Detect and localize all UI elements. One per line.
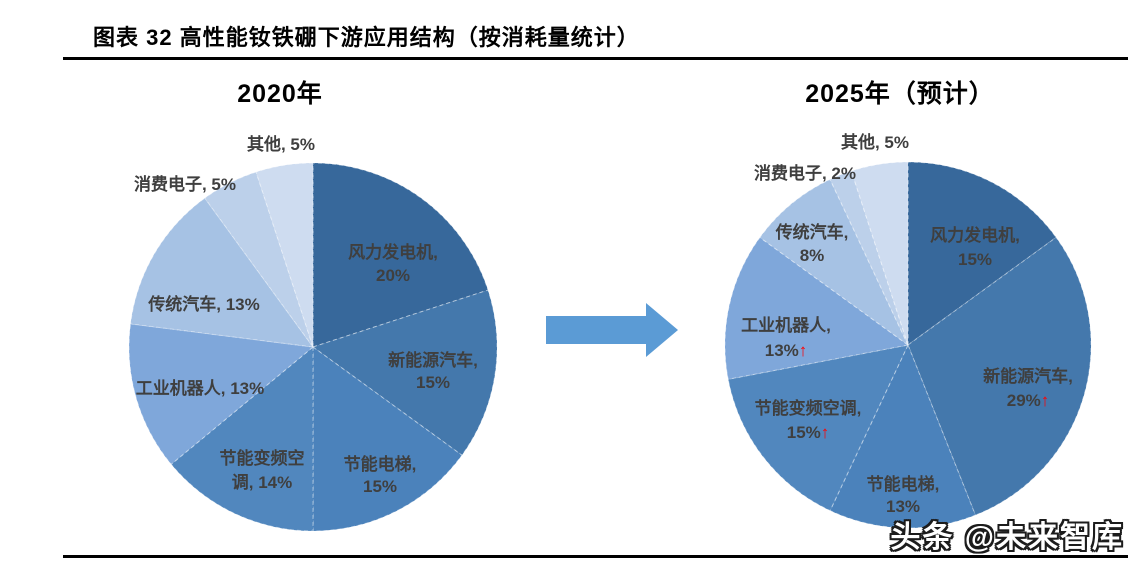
pie-label-新能源汽车-2020: 新能源汽车, 15% — [388, 350, 478, 392]
watermark-text: 头条 @未来智库 — [890, 521, 1124, 554]
figure-title: 图表 32 高性能钕铁硼下游应用结构（按消耗量统计） — [93, 25, 640, 50]
pie-slice-传统汽车-2025 — [759, 178, 909, 346]
pie-label-传统汽车-2025: 传统汽车, 8% — [775, 222, 849, 265]
pie-label-其他-2025: 其他, 5% — [841, 132, 909, 152]
pie-slice-消费电子-2020 — [204, 171, 314, 348]
pie-label-节能电梯-2020: 节能电梯, 15% — [344, 454, 417, 496]
pie-label-工业机器人-2025: 工业机器人, 13%↑ — [741, 315, 831, 360]
increase-arrow-icon: ↑ — [1041, 391, 1050, 410]
pie-label-传统汽车-2020: 传统汽车, 13% — [147, 294, 259, 314]
pie-slice-节能电梯-2025 — [829, 343, 977, 529]
pie-slice-工业机器人-2025 — [724, 236, 910, 380]
increase-arrow-icon: ↑ — [799, 341, 808, 360]
pie-label-节能电梯-2025: 节能电梯, 13% — [867, 474, 940, 516]
transition-right-arrow-icon — [546, 303, 678, 357]
pie-slice-其他-2025 — [850, 161, 909, 346]
pie-label-风力发电机-2025: 风力发电机, 15% — [930, 225, 1020, 269]
pie-label-风力发电机-2020: 风力发电机, 20% — [348, 242, 438, 285]
pie-slice-节能变频空调-2020 — [170, 345, 314, 532]
pie-label-节能变频空调-2025: 节能变频空调, 15%↑ — [755, 398, 862, 442]
pie-slice-节能变频空调-2025 — [727, 344, 909, 512]
pie-slice-新能源汽车-2025 — [907, 236, 1092, 516]
pie-label-消费电子-2020: 消费电子, 5% — [134, 174, 236, 194]
increase-arrow-icon: ↑ — [821, 423, 830, 442]
pie-slice-其他-2020 — [255, 162, 314, 348]
pie-label-消费电子-2025: 消费电子, 2% — [754, 163, 856, 183]
pie-slice-节能电梯-2020 — [312, 346, 463, 532]
chart-title-2025: 2025年（预计） — [805, 80, 995, 108]
bottom-rule — [63, 555, 1128, 558]
pie-slice-传统汽车-2020 — [129, 197, 315, 348]
pie-slice-消费电子-2025 — [829, 170, 909, 346]
pie-slice-新能源汽车-2020 — [311, 289, 498, 456]
pie-slice-风力发电机-2025 — [907, 161, 1057, 346]
pie-label-工业机器人-2020: 工业机器人, 13% — [136, 378, 264, 398]
pie-slice-风力发电机-2020 — [312, 162, 489, 348]
top-rule — [63, 57, 1128, 60]
pie-slice-工业机器人-2020 — [128, 323, 315, 466]
pie-label-其他-2020: 其他, 5% — [247, 134, 315, 154]
pie-label-节能变频空调-2020: 节能变频空调, 14% — [220, 448, 305, 492]
pie-label-新能源汽车-2025: 新能源汽车, 29%↑ — [983, 366, 1073, 410]
chart-title-2020: 2020年 — [237, 80, 323, 108]
